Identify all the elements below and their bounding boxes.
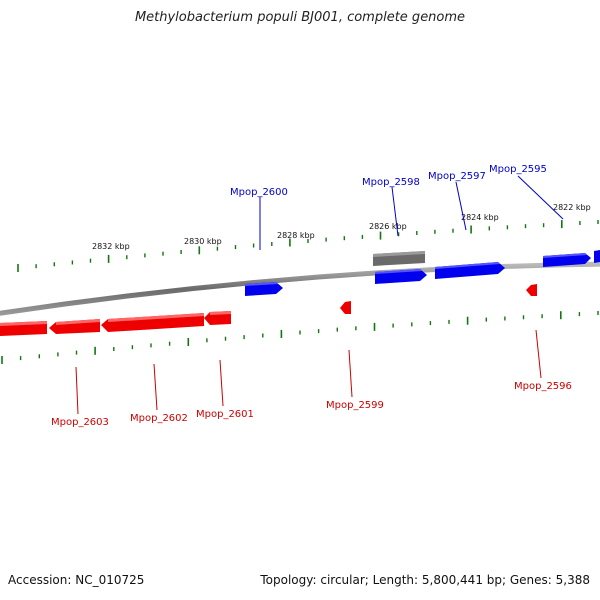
genome-summary-text: Topology: circular; Length: 5,800,441 bp… (260, 573, 590, 587)
label-mpop-2599: Mpop_2599 (326, 400, 384, 411)
scale-label-2830: 2830 kbp (184, 237, 222, 246)
label-mpop-2603: Mpop_2603 (51, 417, 109, 428)
leader-mpop-2603 (75, 366, 79, 415)
label-mpop-2600: Mpop_2600 (230, 187, 288, 198)
scale-label-2832: 2832 kbp (92, 242, 130, 251)
genome-title: Methylobacterium populi BJ001, complete … (134, 10, 466, 25)
gene-mpop-2603[interactable] (0, 319, 100, 336)
lower-tick-ring (1, 311, 599, 364)
leader-mpop-2598 (391, 186, 399, 237)
scale-label-2828: 2828 kbp (277, 231, 315, 240)
label-mpop-2601: Mpop_2601 (196, 409, 254, 420)
label-mpop-2602: Mpop_2602 (130, 413, 188, 424)
label-mpop-2598: Mpop_2598 (362, 177, 420, 188)
scale-label-2824: 2824 kbp (461, 213, 499, 222)
gene-mpop-2597[interactable] (435, 262, 505, 279)
gene-mpop-2598[interactable] (373, 251, 425, 266)
genome-backbone (0, 261, 600, 316)
accession-text: Accession: NC_010725 (8, 573, 145, 587)
label-mpop-2595: Mpop_2595 (489, 164, 547, 175)
gene-mpop-2595[interactable] (543, 250, 600, 267)
gene-mpop-2598b[interactable] (375, 269, 427, 284)
scale-label-2826: 2826 kbp (369, 222, 407, 231)
leader-mpop-2599 (348, 349, 353, 398)
gene-mpop-2596[interactable] (526, 284, 537, 296)
gene-mpop-2601[interactable] (204, 311, 231, 325)
leader-mpop-2596 (535, 329, 542, 379)
gene-mpop-2600[interactable] (245, 282, 283, 296)
label-mpop-2596: Mpop_2596 (514, 381, 572, 392)
leader-mpop-2595 (517, 175, 564, 220)
leader-mpop-2602 (153, 363, 158, 411)
gene-mpop-2602[interactable] (101, 313, 204, 332)
label-mpop-2597: Mpop_2597 (428, 171, 486, 182)
leader-mpop-2601 (219, 359, 224, 407)
gene-mpop-2599[interactable] (340, 301, 351, 314)
upper-tick-ring (17, 220, 599, 272)
leader-mpop-2597 (455, 181, 467, 231)
scale-label-2822: 2822 kbp (553, 203, 591, 212)
